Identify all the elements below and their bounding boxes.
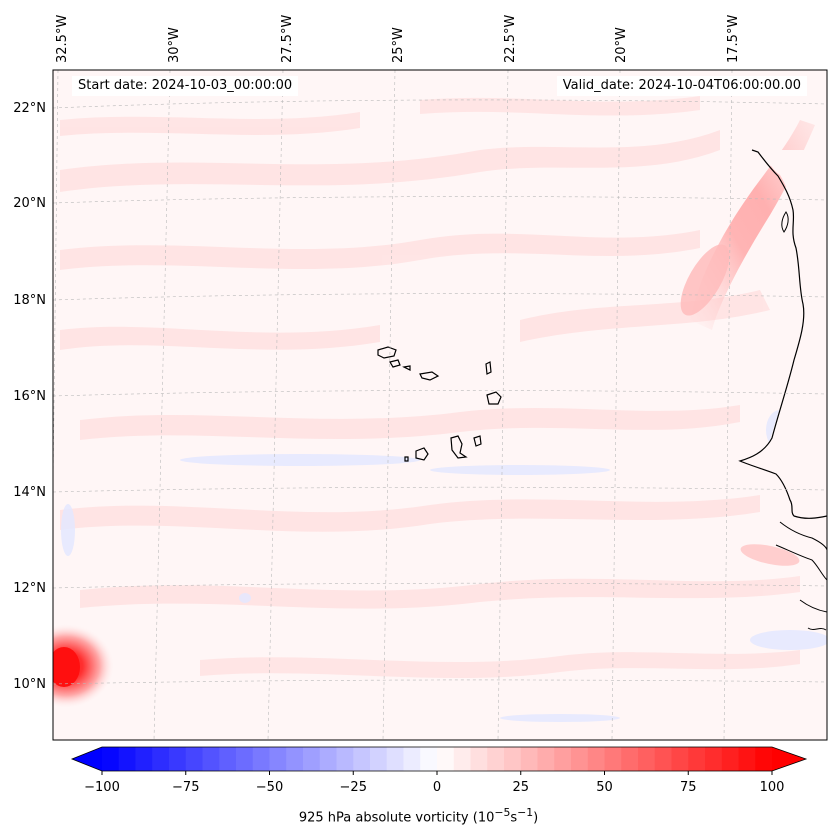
colorbar-segment xyxy=(571,747,589,771)
colorbar-segment xyxy=(470,747,488,771)
lat-label: 14°N xyxy=(13,485,46,500)
colorbar-segment xyxy=(135,747,153,771)
colorbar-tick-label: 25 xyxy=(512,780,530,795)
colorbar-segment xyxy=(236,747,254,771)
lon-label: 25°W xyxy=(391,27,406,63)
colorbar-segment xyxy=(671,747,689,771)
cabo-verde-islands xyxy=(377,346,502,462)
colorbar-segment xyxy=(437,747,455,771)
colorbar-segment xyxy=(537,747,555,771)
colorbar-ticks xyxy=(101,771,773,775)
colorbar-label: 925 hPa absolute vorticity (10−5s−1) xyxy=(298,806,539,826)
lon-label: 22.5°W xyxy=(503,15,518,63)
graticule xyxy=(53,70,827,740)
africa-coastline xyxy=(738,149,827,519)
colorbar-segment xyxy=(721,747,739,771)
colorbar-tick-label: 100 xyxy=(759,780,785,795)
lat-label: 22°N xyxy=(13,101,46,116)
lon-label: 27.5°W xyxy=(280,15,295,63)
colorbar-tick-label: 0 xyxy=(432,780,442,795)
latitude-labels: 22°N 20°N 18°N 16°N 14°N 12°N 10°N xyxy=(13,101,46,692)
colorbar-segment xyxy=(386,747,404,771)
colorbar-segment xyxy=(520,747,538,771)
colorbar-extend-min xyxy=(72,747,102,771)
lat-label: 16°N xyxy=(13,389,46,404)
colorbar-segment xyxy=(755,747,773,771)
colorbar-segment xyxy=(169,747,187,771)
vorticity-field xyxy=(53,70,827,740)
longitude-labels: 32.5°W 30°W 27.5°W 25°W 22.5°W 20°W 17.5… xyxy=(55,15,741,63)
colorbar-segment xyxy=(269,747,287,771)
colorbar-tick-label: −100 xyxy=(84,780,120,795)
colorbar-segment xyxy=(319,747,337,771)
colorbar-segment xyxy=(738,747,756,771)
colorbar-segment xyxy=(604,747,622,771)
colorbar-segment xyxy=(303,747,321,771)
colorbar-segment xyxy=(336,747,354,771)
lat-label: 20°N xyxy=(13,196,46,211)
colorbar-segment xyxy=(118,747,136,771)
colorbar-segment xyxy=(286,747,304,771)
axes-frame xyxy=(52,69,828,741)
start-date-label: Start date: 2024-10-03_00:00:00 xyxy=(72,76,299,96)
lon-label: 20°W xyxy=(614,27,629,63)
colorbar-segment xyxy=(587,747,605,771)
colorbar-tick-label: −75 xyxy=(172,780,200,795)
colorbar xyxy=(70,746,808,772)
colorbar-segment xyxy=(487,747,505,771)
lat-label: 10°N xyxy=(13,677,46,692)
colorbar-tick-label: 75 xyxy=(679,780,697,795)
colorbar-tick-label: −50 xyxy=(255,780,284,795)
colorbar-segment xyxy=(420,747,438,771)
colorbar-segment xyxy=(370,747,388,771)
lat-label: 12°N xyxy=(13,581,46,596)
colorbar-segment xyxy=(353,747,371,771)
colorbar-segment xyxy=(453,747,471,771)
colorbar-segment xyxy=(403,747,421,771)
colorbar-tick-label: 50 xyxy=(596,780,613,795)
colorbar-segment xyxy=(554,747,572,771)
colorbar-segment xyxy=(202,747,220,771)
colorbar-segment xyxy=(654,747,672,771)
colorbar-segment xyxy=(185,747,203,771)
lon-label: 30°W xyxy=(167,27,182,63)
lon-label: 32.5°W xyxy=(55,15,70,63)
colorbar-segment xyxy=(621,747,639,771)
colorbar-segment xyxy=(504,747,522,771)
colorbar-extend-max xyxy=(772,747,806,771)
colorbar-segment xyxy=(152,747,170,771)
vortex-maximum xyxy=(53,624,114,708)
colorbar-segment xyxy=(688,747,706,771)
lat-label: 18°N xyxy=(13,293,46,308)
colorbar-tick-label: −25 xyxy=(339,780,367,795)
colorbar-segment xyxy=(705,747,723,771)
colorbar-segment xyxy=(102,747,120,771)
colorbar-segment xyxy=(638,747,656,771)
colorbar-segment xyxy=(252,747,270,771)
lon-label: 17.5°W xyxy=(726,15,741,63)
valid-date-label: Valid_date: 2024-10-04T06:00:00.00 xyxy=(556,76,807,96)
colorbar-segment xyxy=(219,747,237,771)
